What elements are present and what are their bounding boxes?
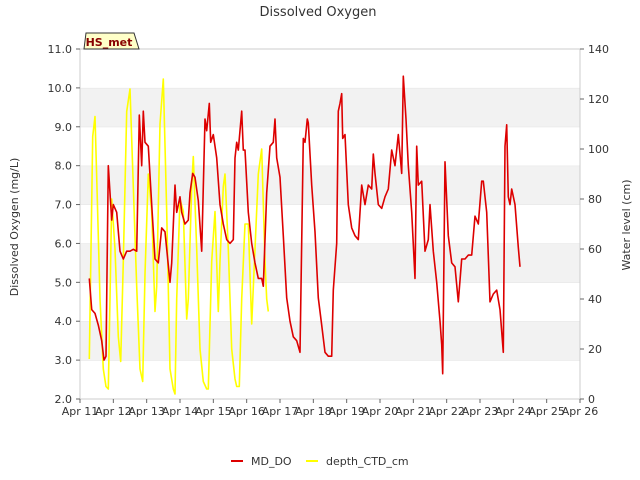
x-tick-label: Apr 23 [462, 405, 499, 418]
y-tick-label: 3.0 [55, 354, 73, 367]
x-tick-label: Apr 13 [128, 405, 165, 418]
x-tick-label: Apr 11 [62, 405, 99, 418]
grid-band [80, 87, 580, 127]
x-tick-label: Apr 17 [262, 405, 299, 418]
grid-band [80, 360, 580, 399]
grid-band [80, 243, 580, 283]
y2-tick-label: 40 [588, 293, 602, 306]
y-tick-label: 2.0 [55, 393, 73, 406]
grid-band [80, 204, 580, 244]
site-badge: HS_met [83, 32, 140, 50]
x-tick-label: Apr 14 [162, 405, 199, 418]
x-tick-label: Apr 18 [295, 405, 332, 418]
y-tick-label: 5.0 [55, 276, 73, 289]
grid-band [80, 282, 580, 322]
x-tick-label: Apr 21 [395, 405, 432, 418]
y-tick-label: 7.0 [55, 199, 73, 212]
chart-title: Dissolved Oxygen [260, 5, 377, 20]
site-badge-label: HS_met [86, 36, 133, 49]
y-tick-label: 4.0 [55, 315, 73, 328]
grid-band [80, 126, 580, 166]
y-tick-label: 9.0 [55, 121, 73, 134]
x-tick-label: Apr 19 [328, 405, 365, 418]
y2-tick-label: 120 [588, 93, 609, 106]
y2-tick-label: 0 [588, 393, 595, 406]
y2-axis-label: Water level (cm) [620, 179, 633, 270]
y2-tick-label: 60 [588, 243, 602, 256]
y-axis-label: Dissolved Oxygen (mg/L) [8, 158, 21, 297]
series-line-depth-ctd-cm [88, 78, 270, 395]
x-tick-label: Apr 26 [562, 405, 599, 418]
y-tick-label: 11.0 [48, 43, 73, 56]
legend-label-md-do: MD_DO [251, 455, 292, 468]
y-tick-label: 10.0 [48, 82, 73, 95]
y-tick-label: 8.0 [55, 160, 73, 173]
x-tick-label: Apr 22 [428, 405, 465, 418]
site-badge-shape [83, 32, 140, 50]
y2-tick-label: 100 [588, 143, 609, 156]
y2-tick-label: 20 [588, 343, 602, 356]
left-axis-ticks: 2.0 3.0 4.0 5.0 6.0 7.0 8.0 9.0 10.0 11.0 [48, 43, 80, 406]
series-layer [88, 75, 521, 395]
y2-tick-label: 80 [588, 193, 602, 206]
x-tick-label: Apr 16 [228, 405, 265, 418]
x-tick-label: Apr 25 [528, 405, 565, 418]
grid-band [80, 165, 580, 205]
x-tick-label: Apr 24 [495, 405, 532, 418]
x-tick-label: Apr 20 [362, 405, 399, 418]
grid-band [80, 49, 580, 88]
x-tick-label: Apr 15 [195, 405, 232, 418]
series-line-md-do [88, 75, 521, 375]
y2-tick-label: 140 [588, 43, 609, 56]
y-tick-label: 6.0 [55, 237, 73, 250]
plot-area-frame [79, 48, 581, 400]
legend: MD_DO depth_CTD_cm [231, 455, 409, 468]
plot-background-bands [80, 48, 580, 399]
grid-band [80, 321, 580, 361]
x-tick-label: Apr 12 [95, 405, 132, 418]
right-axis-ticks: 0 20 40 60 80 100 120 140 [580, 43, 609, 406]
legend-label-depth-ctd: depth_CTD_cm [326, 455, 409, 468]
